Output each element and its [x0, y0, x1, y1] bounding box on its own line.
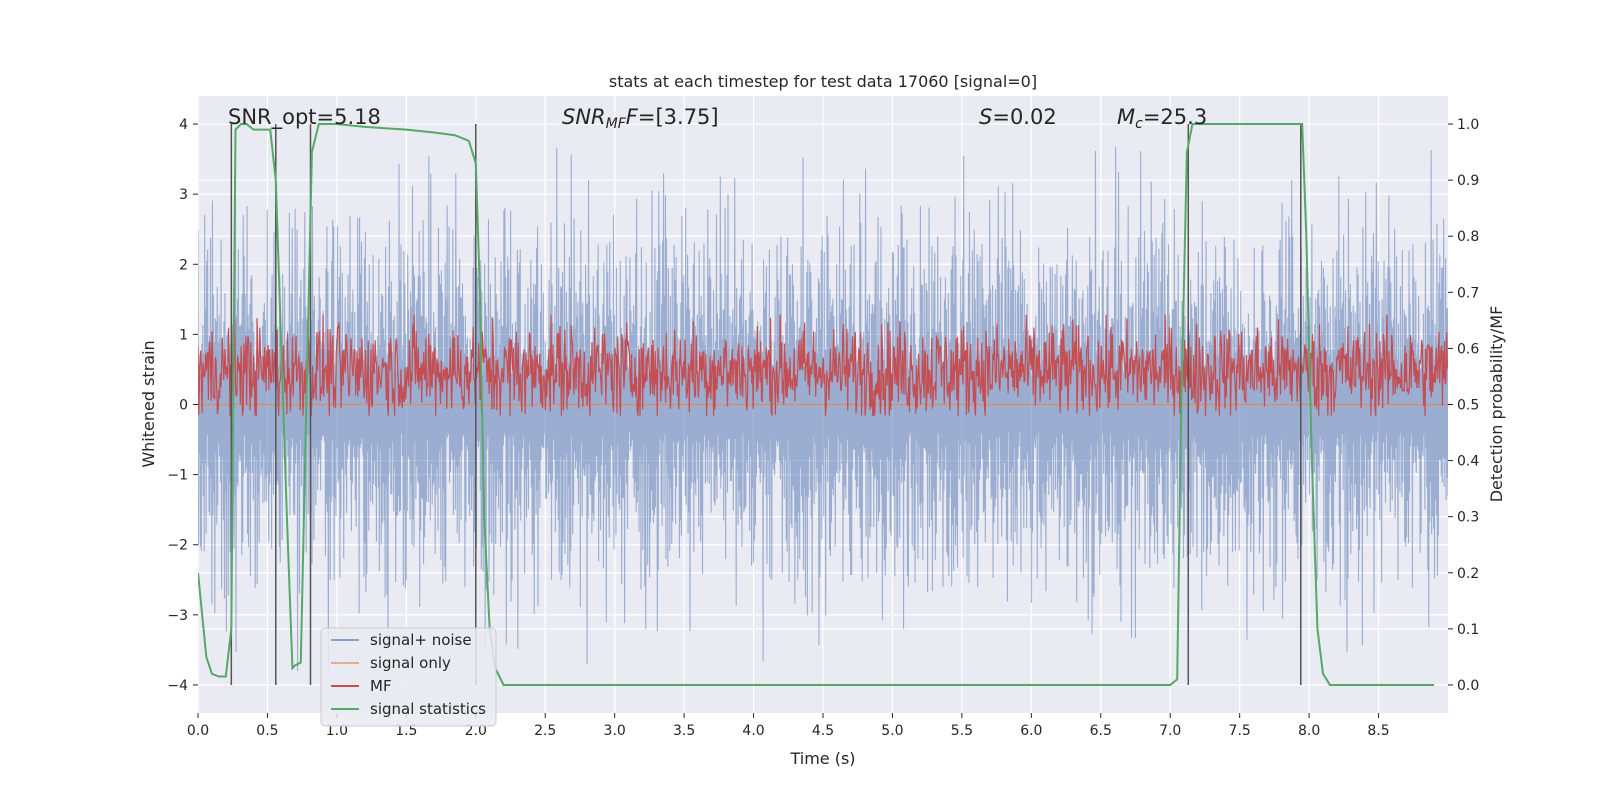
y-axis-left-label: Whitened strain [139, 340, 158, 467]
x-tick-label: 3.0 [604, 723, 626, 739]
signal-statistics-series [198, 123, 1435, 686]
y-axis-right-ticks: 1.0 0.9 0.8 0.7 0.6 0.5 0.4 0.3 0.2 0.1 0.0 [1448, 117, 1479, 694]
x-tick-label: 0.5 [256, 723, 278, 739]
y-right-tick-label: 0.3 [1457, 510, 1479, 526]
y-left-tick-label: −1 [167, 468, 188, 484]
x-tick-label: 1.5 [395, 723, 417, 739]
y-left-tick-label: 0 [179, 398, 188, 414]
x-axis-label: Time (s) [789, 749, 855, 768]
y-right-tick-label: 0.6 [1457, 341, 1479, 357]
y-axis-right-label: Detection probability/MF [1487, 306, 1506, 503]
x-tick-label: 3.5 [673, 723, 695, 739]
legend-item-mf: MF [331, 677, 392, 695]
x-tick-label: 4.5 [812, 723, 834, 739]
y-right-tick-label: 0.4 [1457, 454, 1479, 470]
legend-label-signal-only: signal only [370, 654, 451, 672]
y-right-tick-label: 0.2 [1457, 566, 1479, 582]
annotation-snr-opt: SNR_opt=5.18 [228, 105, 381, 130]
legend-label-signal-noise: signal+ noise [370, 631, 472, 649]
y-left-tick-label: −4 [167, 678, 188, 694]
mf-series [198, 314, 1448, 417]
legend-item-signal-statistics: signal statistics [331, 700, 486, 718]
y-right-tick-label: 1.0 [1457, 117, 1479, 133]
x-tick-label: 8.0 [1298, 723, 1320, 739]
legend: signal+ noise signal only MF signal stat… [320, 627, 497, 727]
x-tick-label: 6.0 [1020, 723, 1042, 739]
chart-title: stats at each timestep for test data 170… [609, 72, 1037, 91]
legend-item-signal-only: signal only [331, 654, 451, 672]
y-axis-left-ticks: 4 3 2 1 0 −1 −2 −3 −4 [167, 117, 198, 694]
signal-statistics-line [198, 123, 1435, 686]
x-tick-label: 2.0 [465, 723, 487, 739]
x-tick-label: 1.0 [326, 723, 348, 739]
legend-label-signal-statistics: signal statistics [370, 700, 486, 718]
x-tick-label: 5.0 [881, 723, 903, 739]
legend-box [320, 627, 497, 727]
y-right-tick-label: 0.7 [1457, 285, 1479, 301]
x-tick-label: 6.5 [1090, 723, 1112, 739]
x-tick-label: 8.5 [1367, 723, 1389, 739]
x-tick-label: 5.5 [951, 723, 973, 739]
legend-item-signal-noise: signal+ noise [331, 631, 472, 649]
y-left-tick-label: 4 [179, 117, 188, 133]
x-tick-label: 7.0 [1159, 723, 1181, 739]
y-left-tick-label: −3 [167, 608, 188, 624]
y-right-tick-label: 0.1 [1457, 622, 1479, 638]
x-tick-label: 7.5 [1229, 723, 1251, 739]
mf-line [198, 314, 1448, 417]
x-tick-label: 0.0 [187, 723, 209, 739]
y-left-tick-label: −2 [167, 538, 188, 554]
y-left-tick-label: 3 [179, 187, 188, 203]
y-right-tick-label: 0.9 [1457, 173, 1479, 189]
y-right-tick-label: 0.0 [1457, 678, 1479, 694]
annotation-snr-mf: SNRMFF=[3.75] [562, 105, 719, 132]
x-axis-ticks: 0.0 0.5 1.0 1.5 2.0 2.5 3.0 3.5 4.0 4.5 5.0 5.5 6.0 6… [187, 713, 1390, 739]
legend-label-mf: MF [370, 677, 392, 695]
y-left-tick-label: 2 [179, 257, 188, 273]
y-left-tick-label: 1 [179, 327, 188, 343]
annotation-s: S=0.02 [979, 105, 1057, 129]
x-tick-label: 4.0 [742, 723, 764, 739]
annotation-mc: Mc=25.3 [1117, 105, 1207, 132]
y-right-tick-label: 0.8 [1457, 229, 1479, 245]
x-tick-label: 2.5 [534, 723, 556, 739]
y-right-tick-label: 0.5 [1457, 398, 1479, 414]
